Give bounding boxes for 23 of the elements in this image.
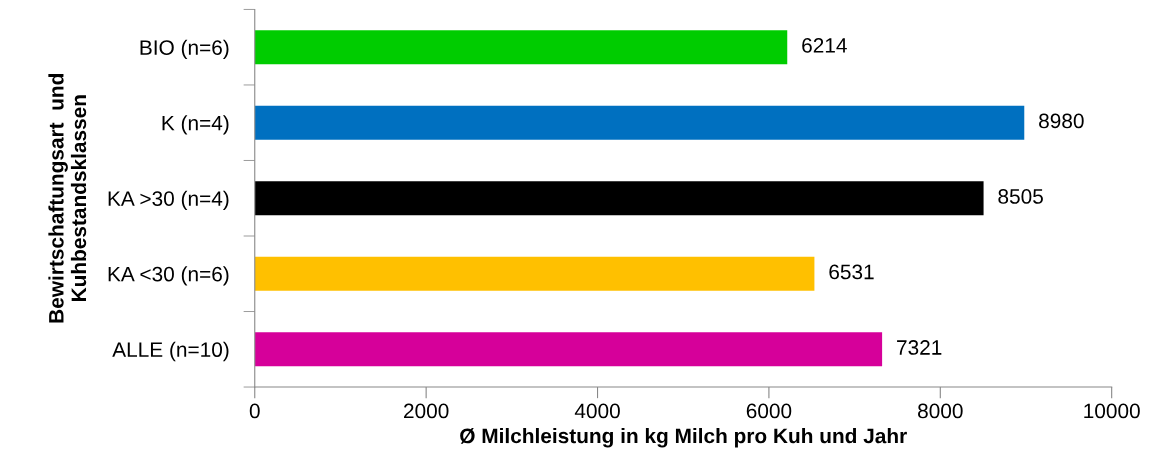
x-tick-label: 0 (249, 403, 260, 419)
bar (254, 332, 883, 367)
x-tick-label: 10000 (1084, 403, 1140, 419)
data-label: 8505 (998, 189, 1043, 204)
bar (254, 105, 1025, 140)
data-label: 6214 (802, 38, 847, 53)
bar (254, 30, 788, 65)
data-label: 7321 (897, 340, 942, 355)
y-tick-label: ALLE (n=10) (112, 341, 229, 362)
y-axis-title: Bewirtschaftungsart und Kuhbestandsklassen (48, 74, 87, 323)
x-tick-label: 8000 (918, 403, 963, 419)
bar (254, 181, 984, 216)
x-tick-label: 6000 (746, 403, 792, 419)
y-tick-label: KA <30 (n=6) (108, 266, 229, 286)
y-tick-label: K (n=4) (162, 115, 229, 135)
y-tick-label: KA >30 (n=4) (108, 190, 229, 211)
x-axis-title: Ø Milchleistung in kg Milch pro Kuh und Jahr (460, 427, 907, 448)
data-label: 6531 (829, 264, 874, 280)
x-tick-label: 4000 (574, 403, 620, 419)
data-label: 8980 (1039, 113, 1084, 129)
y-tick-label: BIO (n=6) (140, 39, 229, 60)
x-tick-label: 2000 (404, 403, 449, 419)
bar (254, 256, 815, 291)
